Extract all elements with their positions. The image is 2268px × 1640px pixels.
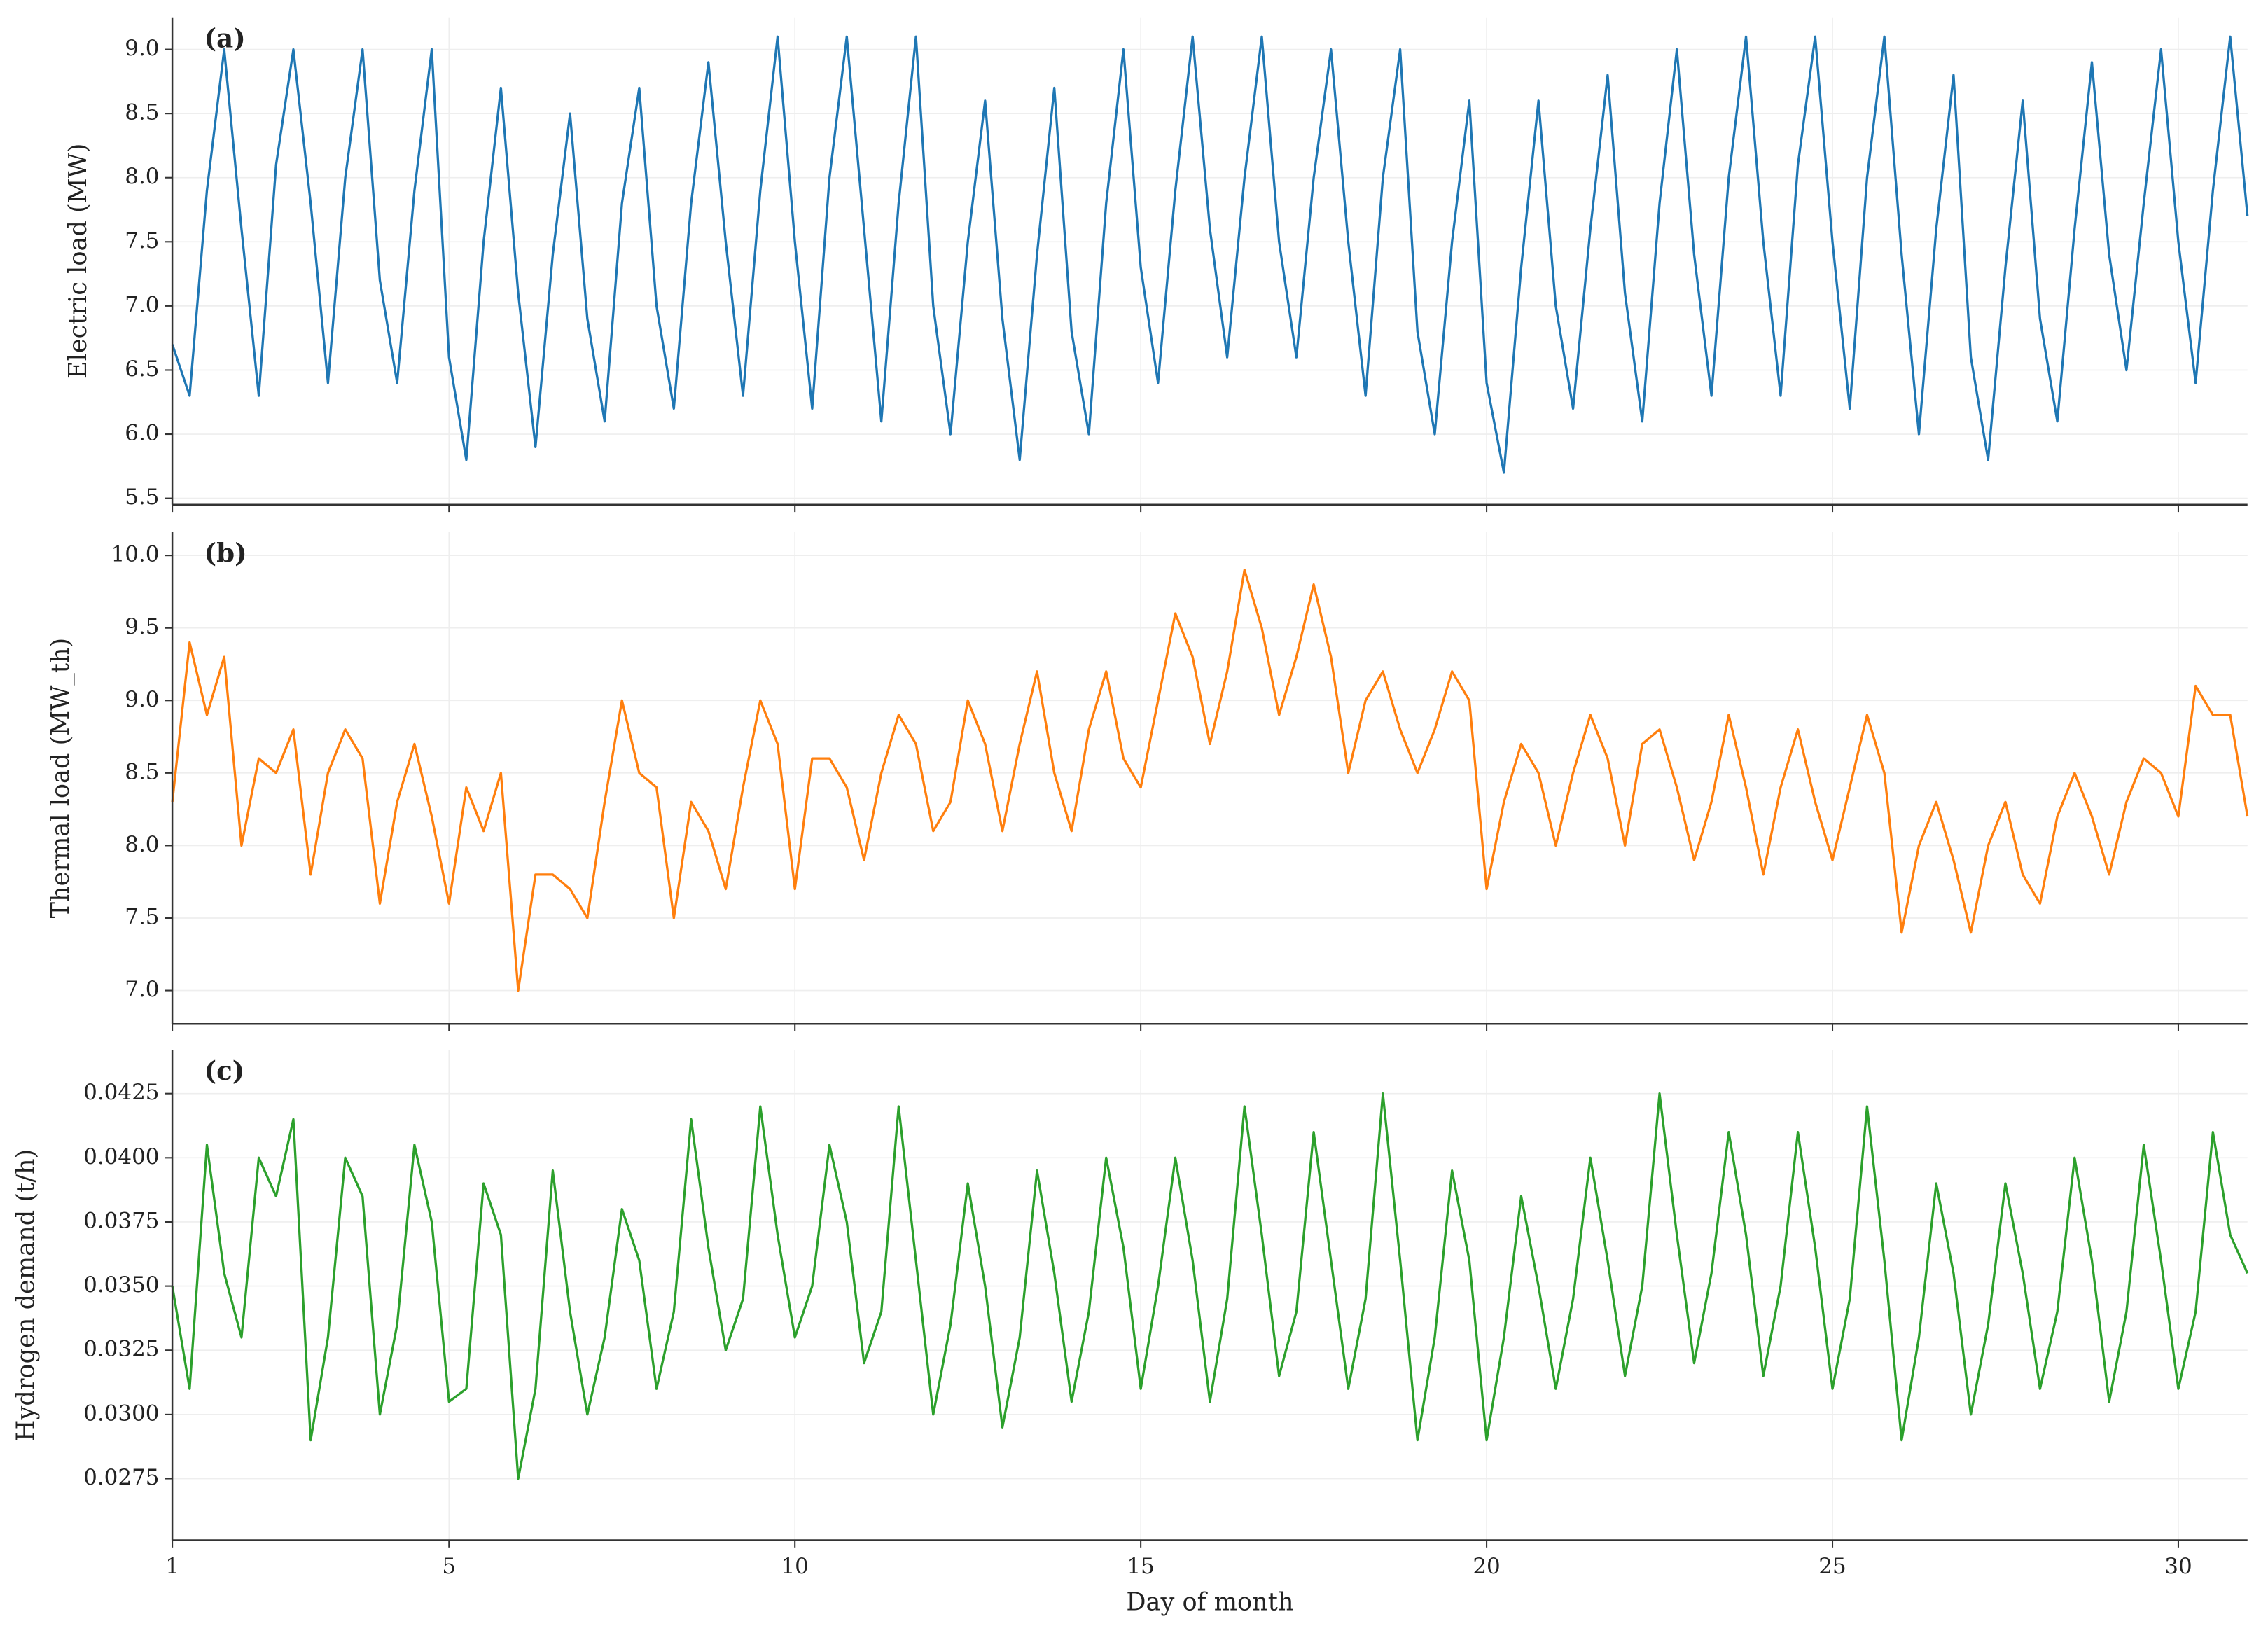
y-axis-label: Thermal load (MW_th) bbox=[46, 638, 75, 919]
y-tick-label: 0.0375 bbox=[83, 1208, 159, 1233]
x-tick-label: 1 bbox=[165, 1554, 179, 1579]
y-tick-label: 8.0 bbox=[125, 832, 159, 857]
y-tick-label: 10.0 bbox=[111, 542, 160, 567]
y-tick-label: 8.5 bbox=[125, 759, 159, 784]
y-tick-label: 6.0 bbox=[125, 421, 159, 446]
y-tick-label: 0.0350 bbox=[83, 1272, 159, 1298]
data-line bbox=[171, 569, 2249, 992]
x-tick-label: 20 bbox=[1473, 1554, 1500, 1579]
y-tick-label: 6.5 bbox=[125, 356, 159, 382]
y-tick-label: 9.0 bbox=[125, 687, 159, 712]
y-tick-label: 0.0300 bbox=[83, 1401, 159, 1426]
data-line bbox=[171, 35, 2249, 474]
y-axis-label: Hydrogen demand (t/h) bbox=[12, 1149, 41, 1441]
y-tick-label: 7.5 bbox=[125, 228, 159, 253]
y-tick-label: 7.0 bbox=[125, 977, 159, 1002]
panel-label: (c) bbox=[204, 1055, 245, 1086]
panel-label: (b) bbox=[204, 538, 247, 569]
y-tick-label: 0.0425 bbox=[83, 1080, 159, 1105]
y-tick-label: 9.0 bbox=[125, 36, 159, 61]
y-tick-label: 0.0325 bbox=[83, 1337, 159, 1362]
x-tick-label: 5 bbox=[442, 1554, 456, 1579]
y-tick-label: 8.0 bbox=[125, 164, 159, 189]
x-tick-label: 15 bbox=[1127, 1554, 1154, 1579]
y-tick-label: 9.5 bbox=[125, 614, 159, 639]
data-line bbox=[171, 1092, 2249, 1480]
y-tick-label: 0.0275 bbox=[83, 1465, 159, 1490]
y-axis-label: Electric load (MW) bbox=[64, 144, 92, 379]
y-tick-label: 7.5 bbox=[125, 904, 159, 929]
y-tick-label: 8.5 bbox=[125, 100, 159, 125]
y-tick-label: 5.5 bbox=[125, 485, 159, 510]
y-tick-label: 7.0 bbox=[125, 292, 159, 317]
x-axis-label: Day of month bbox=[1126, 1587, 1293, 1616]
panel-label: (a) bbox=[204, 22, 246, 53]
x-tick-label: 25 bbox=[1818, 1554, 1846, 1579]
x-tick-label: 10 bbox=[781, 1554, 808, 1579]
y-tick-label: 0.0400 bbox=[83, 1144, 159, 1169]
x-tick-label: 30 bbox=[2164, 1554, 2192, 1579]
